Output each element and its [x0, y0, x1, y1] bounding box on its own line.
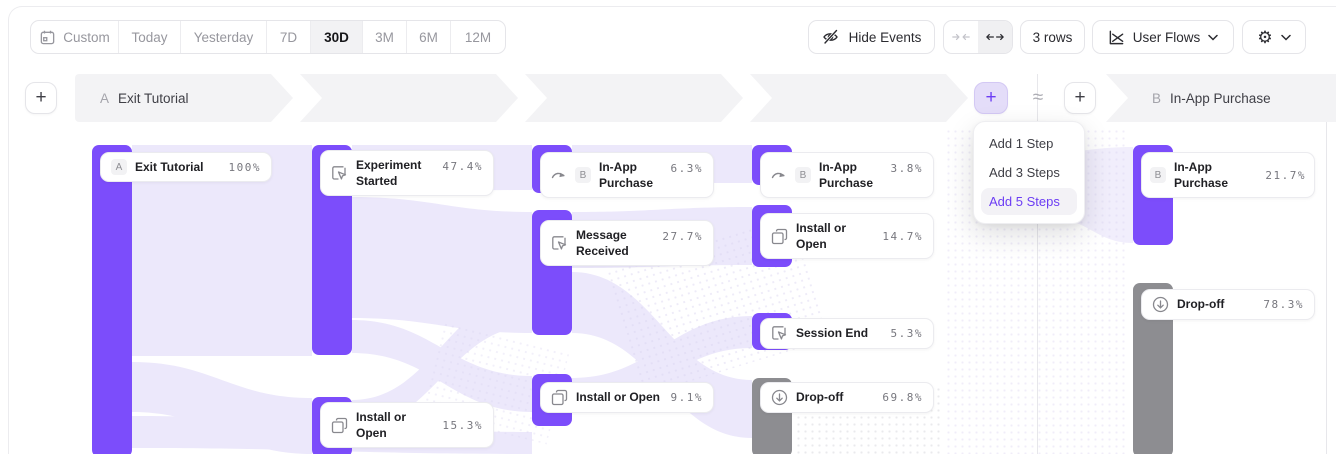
- custom-event-icon: [331, 165, 348, 182]
- menu-item-add-1-step[interactable]: Add 1 Step: [989, 136, 1054, 151]
- settings-button[interactable]: ⚙: [1242, 20, 1306, 54]
- squares-icon: [771, 228, 788, 245]
- expand-columns-button[interactable]: [978, 21, 1012, 53]
- add-step-right-button[interactable]: +: [1064, 82, 1096, 114]
- date-range-6m[interactable]: 6M: [407, 21, 451, 53]
- calendar-icon: [39, 29, 56, 46]
- event-b-badge: B: [1150, 167, 1166, 184]
- event-b-badge: B: [795, 167, 811, 184]
- flow-a-band-segment[interactable]: [75, 74, 293, 122]
- menu-item-add-3-steps[interactable]: Add 3 Steps: [989, 165, 1060, 180]
- hide-events-button[interactable]: Hide Events: [808, 20, 935, 54]
- custom-event-icon: [551, 235, 568, 252]
- flow-header-row: + A Exit Tutorial + ≈ + B In-App Purchas…: [0, 74, 1336, 122]
- flow-separator-line: [1037, 74, 1038, 454]
- collapse-columns-button[interactable]: [944, 21, 978, 53]
- flow-node-card[interactable]: Message Received 27.7%: [540, 220, 714, 267]
- flow-node-card[interactable]: Experiment Started 47.4%: [320, 150, 494, 197]
- flow-node-card[interactable]: Install or Open 9.1%: [540, 382, 714, 413]
- gear-icon: ⚙: [1257, 27, 1273, 47]
- eye-off-icon: [822, 29, 841, 45]
- menu-item-add-5-steps[interactable]: Add 5 Steps: [981, 188, 1077, 215]
- flow-a-title: A Exit Tutorial: [100, 90, 189, 106]
- flow-node-card[interactable]: Drop-off 78.3%: [1141, 289, 1315, 320]
- flow-a-band[interactable]: [75, 74, 968, 122]
- view-selector-button[interactable]: User Flows: [1092, 20, 1234, 54]
- chevron-down-icon: [1208, 34, 1218, 41]
- flow-node-card[interactable]: A Exit Tutorial 100%: [100, 152, 272, 183]
- flow-a-band-segment[interactable]: [525, 74, 743, 122]
- approx-icon: ≈: [1032, 87, 1044, 108]
- date-range-30d[interactable]: 30D: [311, 21, 363, 53]
- drop-off-icon: [771, 389, 788, 406]
- flow-a-band-segment[interactable]: [300, 74, 518, 122]
- date-range-custom[interactable]: Custom: [31, 21, 119, 53]
- date-range-today[interactable]: Today: [119, 21, 181, 53]
- flow-b-title: B In-App Purchase: [1152, 90, 1271, 106]
- flows-chart-icon: [1108, 29, 1125, 46]
- flow-node-card[interactable]: Install or Open 15.3%: [320, 402, 494, 449]
- event-a-badge: A: [111, 159, 127, 176]
- expand-icon: [986, 31, 1004, 43]
- collapse-icon: [952, 31, 970, 43]
- drop-off-icon: [1152, 296, 1169, 313]
- squares-icon: [331, 417, 348, 434]
- add-steps-menu: Add 1 Step Add 3 Steps Add 5 Steps: [973, 121, 1085, 224]
- jump-arrow-icon: [771, 168, 787, 182]
- flow-node-card[interactable]: Session End 5.3%: [760, 318, 934, 349]
- chevron-down-icon: [1280, 34, 1291, 41]
- date-range-12m[interactable]: 12M: [464, 29, 492, 45]
- add-step-between-button[interactable]: +: [974, 82, 1008, 114]
- date-range-selector: Custom Today Yesterday 7D 30D 3M 6M 12M: [30, 20, 506, 54]
- custom-event-icon: [771, 325, 788, 342]
- flow-node-card[interactable]: Install or Open 14.7%: [760, 213, 934, 260]
- date-range-7d[interactable]: 7D: [267, 21, 311, 53]
- flow-node-card[interactable]: B In-App Purchase 21.7%: [1141, 152, 1315, 199]
- flow-node-bar-exit-tutorial[interactable]: [92, 145, 132, 454]
- flow-node-card[interactable]: B In-App Purchase 3.8%: [760, 152, 934, 199]
- flow-node-card[interactable]: B In-App Purchase 6.3%: [540, 152, 714, 199]
- panel-edge-line: [1326, 122, 1327, 454]
- flow-node-card[interactable]: Drop-off 69.8%: [760, 382, 934, 413]
- rows-button[interactable]: 3 rows: [1020, 20, 1085, 54]
- flow-b-band[interactable]: [1106, 74, 1336, 122]
- flow-a-band-segment[interactable]: [750, 74, 968, 122]
- date-range-3m[interactable]: 3M: [363, 21, 407, 53]
- add-step-left-button[interactable]: +: [25, 82, 57, 114]
- event-b-badge: B: [575, 167, 591, 184]
- squares-icon: [551, 389, 568, 406]
- width-toggle: [943, 20, 1013, 54]
- date-range-yesterday[interactable]: Yesterday: [181, 21, 267, 53]
- jump-arrow-icon: [551, 168, 567, 182]
